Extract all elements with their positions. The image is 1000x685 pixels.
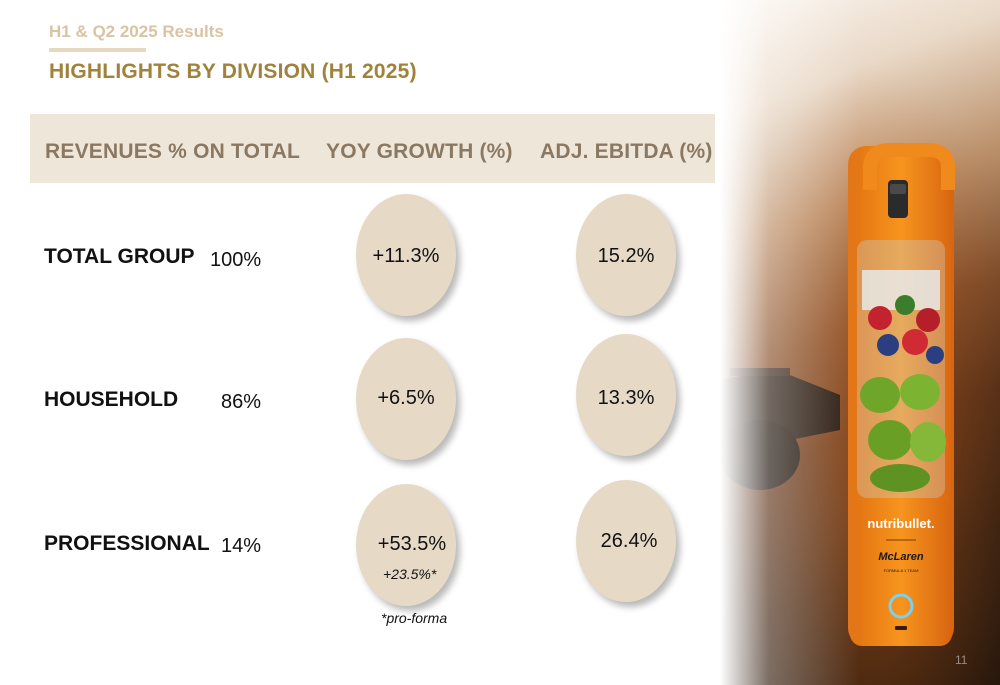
subtitle-underline bbox=[49, 48, 146, 52]
growth-value-household: +6.5% bbox=[377, 387, 435, 409]
product-partner: McLaren bbox=[878, 551, 924, 563]
ebitda-bubble-household bbox=[576, 334, 676, 456]
row-revenue-total-group: 100% bbox=[210, 249, 262, 271]
product-partner-sub: FORMULA 1 TEAM bbox=[884, 568, 919, 573]
column-header-growth: YOY GROWTH (%) bbox=[326, 140, 513, 163]
row-label-professional: PROFESSIONAL bbox=[44, 532, 210, 555]
ebitda-value-total-group: 15.2% bbox=[597, 245, 655, 267]
blender-bottle: nutribullet. McLaren FORMULA 1 TEAM bbox=[848, 143, 955, 646]
row-label-total-group: TOTAL GROUP bbox=[44, 245, 195, 268]
row-revenue-household: 86% bbox=[221, 391, 262, 413]
ebitda-value-household: 13.3% bbox=[597, 387, 655, 409]
ebitda-value-professional: 26.4% bbox=[600, 530, 658, 552]
growth-value-total-group: +11.3% bbox=[372, 245, 440, 267]
footnote-proforma: *pro-forma bbox=[381, 610, 448, 626]
growth-value-professional: +53.5% bbox=[377, 533, 447, 555]
page-title: HIGHLIGHTS BY DIVISION (H1 2025) bbox=[49, 60, 417, 83]
product-brand: nutribullet. bbox=[867, 516, 934, 531]
power-button-icon bbox=[888, 593, 914, 619]
product-photo: nutribullet. McLaren FORMULA 1 TEAM bbox=[720, 0, 1000, 685]
column-header-band bbox=[30, 114, 715, 183]
product-photo-illustration: nutribullet. McLaren FORMULA 1 TEAM bbox=[720, 0, 1000, 685]
growth-proforma-professional: +23.5%* bbox=[383, 566, 437, 582]
page-number: 11 bbox=[955, 653, 968, 667]
ebitda-bubble-total-group bbox=[576, 194, 676, 316]
row-label-household: HOUSEHOLD bbox=[44, 388, 179, 411]
growth-bubble-total-group bbox=[356, 194, 456, 316]
column-header-ebitda: ADJ. EBITDA (%) bbox=[540, 140, 713, 163]
growth-bubble-professional bbox=[356, 484, 456, 606]
subtitle: H1 & Q2 2025 Results bbox=[49, 22, 224, 41]
growth-bubble-household bbox=[356, 338, 456, 460]
row-revenue-professional: 14% bbox=[221, 535, 262, 557]
column-header-revenues: REVENUES % ON TOTAL bbox=[45, 140, 301, 163]
ebitda-bubble-professional bbox=[576, 480, 676, 602]
